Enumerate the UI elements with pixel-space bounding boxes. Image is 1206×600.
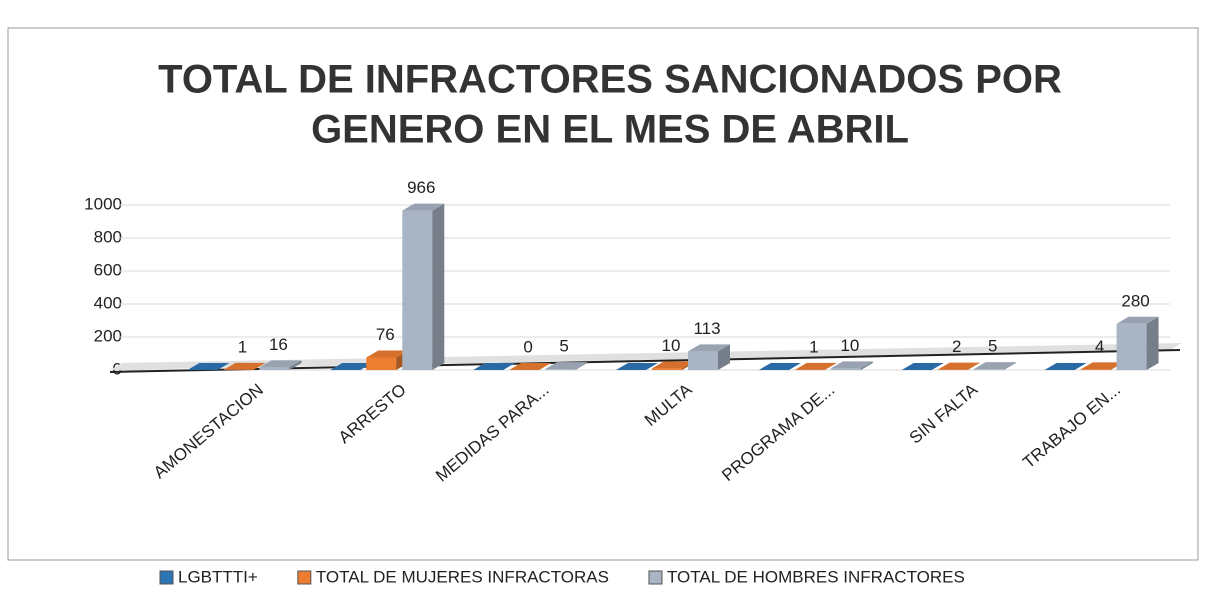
bar-side [1146, 316, 1159, 370]
bar-top [830, 361, 873, 369]
data-label: 280 [1121, 291, 1149, 310]
y-tick-label: 200 [94, 326, 122, 345]
bar-top [901, 363, 944, 370]
bar-side [1003, 362, 1016, 370]
bar [402, 210, 433, 370]
bar-top [1116, 316, 1159, 324]
bar-top [473, 363, 516, 370]
bar-top [688, 344, 730, 352]
y-tick-label: 1000 [84, 194, 122, 213]
chart-frame [7, 27, 1199, 561]
legend-swatch [648, 570, 663, 585]
data-label: 1 [809, 337, 818, 356]
bar [652, 368, 682, 370]
bar-side [289, 360, 302, 370]
data-label: 4 [1095, 337, 1104, 356]
data-label: 10 [840, 336, 859, 355]
bar-side [432, 203, 445, 370]
bar-top [223, 362, 266, 370]
bar-top [1080, 362, 1123, 370]
data-label: 2 [952, 337, 961, 356]
bar-side [967, 362, 980, 370]
bar-top [330, 363, 373, 370]
legend-label: LGBTTTI+ [178, 567, 258, 586]
bar-side [575, 362, 588, 370]
legend-label: TOTAL DE MUJERES INFRACTORAS [316, 567, 609, 586]
data-label: 0 [523, 337, 532, 356]
data-label: 5 [559, 337, 568, 356]
bar [366, 357, 397, 370]
data-label: 10 [662, 336, 681, 355]
data-label: 1 [238, 337, 247, 356]
y-tick-label: 800 [94, 227, 122, 246]
bar-top [937, 362, 980, 370]
bar [1116, 323, 1147, 370]
bar-top [794, 362, 837, 370]
y-tick-label: 400 [94, 293, 122, 312]
data-label: 76 [376, 325, 395, 344]
chart-title-line: TOTAL DE INFRACTORES SANCIONADOS POR [158, 58, 1062, 102]
bar [830, 368, 861, 370]
data-label: 16 [269, 335, 288, 354]
bar-top [259, 360, 302, 368]
bar-top [616, 363, 658, 370]
legend-label: TOTAL DE HOMBRES INFRACTORES [667, 567, 965, 586]
bar-top [758, 363, 801, 370]
bar-side [718, 344, 730, 370]
bar [688, 351, 718, 370]
data-label: 5 [988, 337, 997, 356]
bar-side [824, 362, 837, 370]
bar [1080, 369, 1111, 370]
bar [973, 369, 1004, 370]
bar-top [1044, 363, 1087, 370]
chart-title-line: GENERO EN EL MES DE ABRIL [311, 108, 909, 152]
bar-top [652, 361, 694, 369]
bar-top [187, 363, 230, 370]
bar-side [860, 361, 873, 370]
data-label: 113 [693, 319, 720, 338]
bar-side [253, 362, 266, 370]
bar-top [545, 362, 588, 370]
legend-swatch [297, 570, 312, 585]
bar [545, 369, 576, 370]
data-label: 966 [407, 178, 435, 197]
bar-top [402, 203, 445, 211]
legend-swatch [159, 570, 174, 585]
bar-top [973, 362, 1016, 370]
bar [259, 367, 290, 370]
y-tick-label: 600 [94, 260, 122, 279]
bar-top [366, 350, 409, 358]
bar-top [509, 363, 552, 370]
